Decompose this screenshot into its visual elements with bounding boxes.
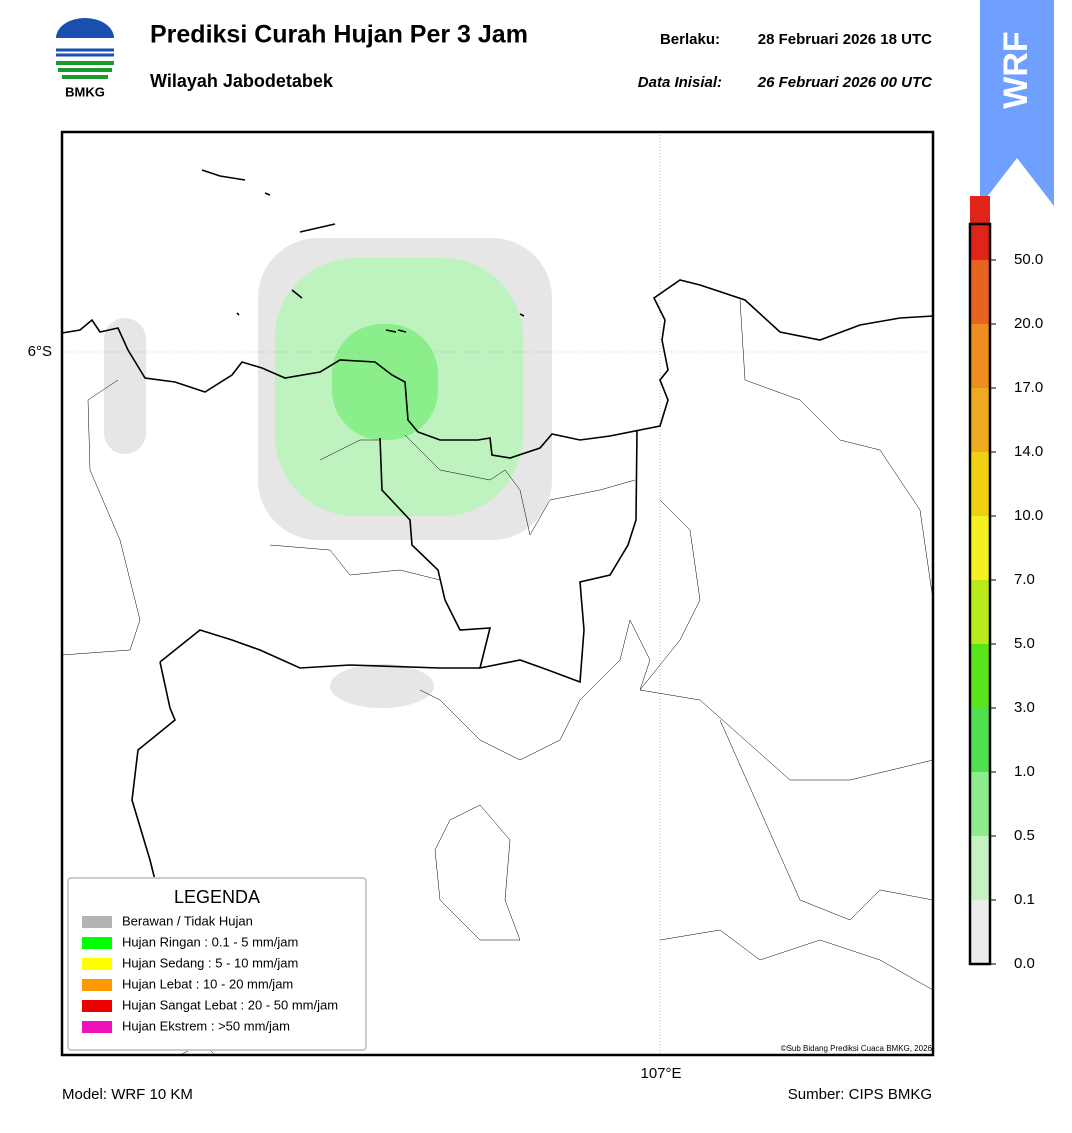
footer-model: Model: WRF 10 KM <box>62 1086 193 1103</box>
colorbar-segment <box>970 836 990 900</box>
init-date: 26 Februari 2026 00 UTC <box>757 74 933 91</box>
colorbar-segment <box>970 900 990 964</box>
colorbar-segment <box>970 644 990 708</box>
logo-text: BMKG <box>65 84 105 99</box>
valid-label: Berlaku: <box>660 31 720 48</box>
legend-swatch <box>82 1000 112 1012</box>
logo: BMKG <box>56 18 114 99</box>
init-label: Data Inisial: <box>638 74 722 91</box>
legend-swatch <box>82 1021 112 1033</box>
legend-label: Hujan Sangat Lebat : 20 - 50 mm/jam <box>122 997 338 1012</box>
legend-label: Hujan Lebat : 10 - 20 mm/jam <box>122 976 293 991</box>
lon-label: 107°E <box>640 1065 681 1082</box>
legend-swatch <box>82 958 112 970</box>
colorbar-tick-label: 0.5 <box>1014 827 1035 844</box>
colorbar-segment <box>970 772 990 836</box>
colorbar-tick-label: 0.0 <box>1014 955 1035 972</box>
legend-label: Hujan Ekstrem : >50 mm/jam <box>122 1018 290 1033</box>
legend-label: Hujan Sedang : 5 - 10 mm/jam <box>122 955 298 970</box>
colorbar-tick-label: 5.0 <box>1014 635 1035 652</box>
wrf-badge: WRF <box>980 0 1054 206</box>
colorbar-tick-label: 0.1 <box>1014 891 1035 908</box>
colorbar-frame <box>968 222 992 966</box>
colorbar-segment <box>970 388 990 452</box>
colorbar-segment <box>970 196 990 260</box>
colorbar-tick-label: 14.0 <box>1014 443 1043 460</box>
colorbar-segment <box>970 516 990 580</box>
legend-label: Berawan / Tidak Hujan <box>122 913 253 928</box>
legend-title: LEGENDA <box>174 887 260 907</box>
colorbar-tick-label: 50.0 <box>1014 251 1043 268</box>
colorbar-segment <box>970 708 990 772</box>
lat-label: 6°S <box>28 343 52 360</box>
colorbar-tick-label: 20.0 <box>1014 315 1043 332</box>
subtitle: Wilayah Jabodetabek <box>150 71 334 91</box>
copyright: ©Sub Bidang Prediksi Cuaca BMKG, 2026 <box>781 1044 933 1053</box>
badge-text: WRF <box>997 31 1035 108</box>
legend-label: Hujan Ringan : 0.1 - 5 mm/jam <box>122 934 298 949</box>
valid-date: 28 Februari 2026 18 UTC <box>758 31 932 48</box>
legend-swatch <box>82 937 112 949</box>
colorbar-segment <box>970 580 990 644</box>
colorbar: 0.0 0.1 0.5 1.0 3.0 5.0 7.0 10.0 14.0 17.0 20.0 50.… <box>968 196 1043 972</box>
footer-source: Sumber: CIPS BMKG <box>788 1086 932 1103</box>
colorbar-tick-label: 3.0 <box>1014 699 1035 716</box>
colorbar-segment <box>970 452 990 516</box>
colorbar-tick-label: 17.0 <box>1014 379 1043 396</box>
colorbar-tick-label: 7.0 <box>1014 571 1035 588</box>
colorbar-segment <box>970 324 990 388</box>
colorbar-tick-label: 1.0 <box>1014 763 1035 780</box>
colorbar-tick-label: 10.0 <box>1014 507 1043 524</box>
title: Prediksi Curah Hujan Per 3 Jam <box>150 21 528 49</box>
legend-swatch <box>82 916 112 928</box>
legend-swatch <box>82 979 112 991</box>
colorbar-segment <box>970 260 990 324</box>
legend: LEGENDA Berawan / Tidak Hujan Hujan Ringa… <box>67 877 367 1051</box>
